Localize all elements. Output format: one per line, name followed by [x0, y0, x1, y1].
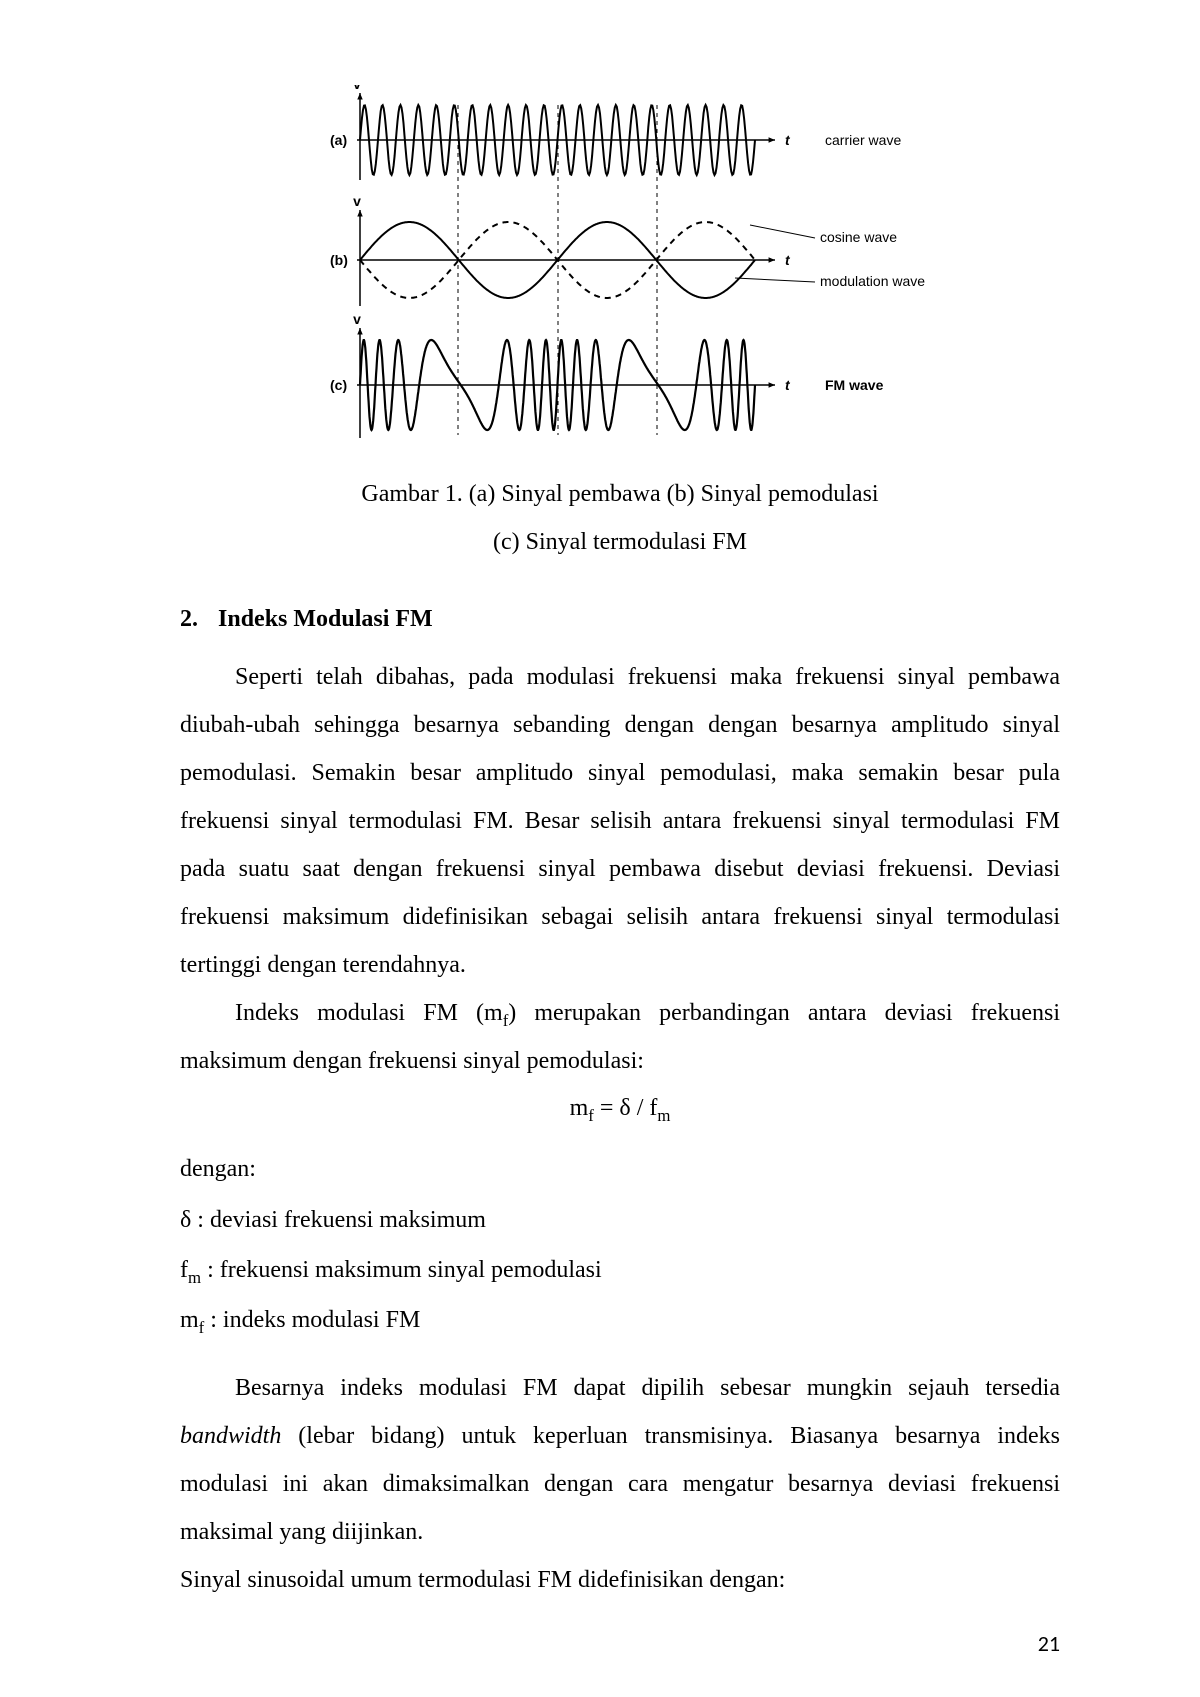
svg-text:cosine wave: cosine wave	[820, 229, 897, 245]
svg-text:t: t	[785, 252, 791, 268]
section-number: 2.	[180, 606, 198, 633]
equation: mf = δ / fm	[180, 1095, 1060, 1126]
svg-text:v: v	[353, 85, 361, 92]
caption-line-2: (c) Sinyal termodulasi FM	[493, 529, 747, 555]
svg-text:v: v	[353, 193, 361, 209]
figure-caption: Gambar 1. (a) Sinyal pembawa (b) Sinyal …	[180, 470, 1060, 566]
paragraph-1: Seperti telah dibahas, pada modulasi fre…	[180, 653, 1060, 989]
svg-text:modulation wave: modulation wave	[820, 273, 925, 289]
svg-text:t: t	[785, 377, 791, 393]
svg-text:(c): (c)	[330, 377, 347, 393]
svg-text:(a): (a)	[330, 132, 347, 148]
svg-text:t: t	[785, 132, 791, 148]
paragraph-3: Besarnya indeks modulasi FM dapat dipili…	[180, 1364, 1060, 1556]
definitions-block: dengan: δ : deviasi frekuensi maksimum f…	[180, 1144, 1060, 1346]
document-page: (a) v t carrier wave (b) v t cosine wave modulat…	[0, 0, 1200, 1697]
svg-text:(b): (b)	[330, 252, 348, 268]
svg-text:FM wave: FM wave	[825, 377, 884, 393]
paragraph-2: Indeks modulasi FM (mf) merupakan perban…	[180, 989, 1060, 1085]
figure-container: (a) v t carrier wave (b) v t cosine wave modulat…	[180, 85, 1060, 460]
paragraph-4: Sinyal sinusoidal umum termodulasi FM di…	[180, 1556, 1060, 1604]
fm-waveform-diagram: (a) v t carrier wave (b) v t cosine wave modulat…	[290, 85, 950, 455]
svg-text:v: v	[353, 311, 361, 327]
def-fm: fm : frekuensi maksimum sinyal pemodulas…	[180, 1245, 1060, 1295]
svg-text:carrier wave: carrier wave	[825, 132, 901, 148]
def-delta: δ : deviasi frekuensi maksimum	[180, 1195, 1060, 1245]
def-mf: mf : indeks modulasi FM	[180, 1295, 1060, 1345]
caption-line-1: Gambar 1. (a) Sinyal pembawa (b) Sinyal …	[361, 481, 878, 507]
section-heading: 2. Indeks Modulasi FM	[180, 606, 1060, 633]
page-number: 21	[1038, 1630, 1060, 1657]
defs-label: dengan:	[180, 1144, 1060, 1194]
section-title: Indeks Modulasi FM	[218, 606, 433, 633]
